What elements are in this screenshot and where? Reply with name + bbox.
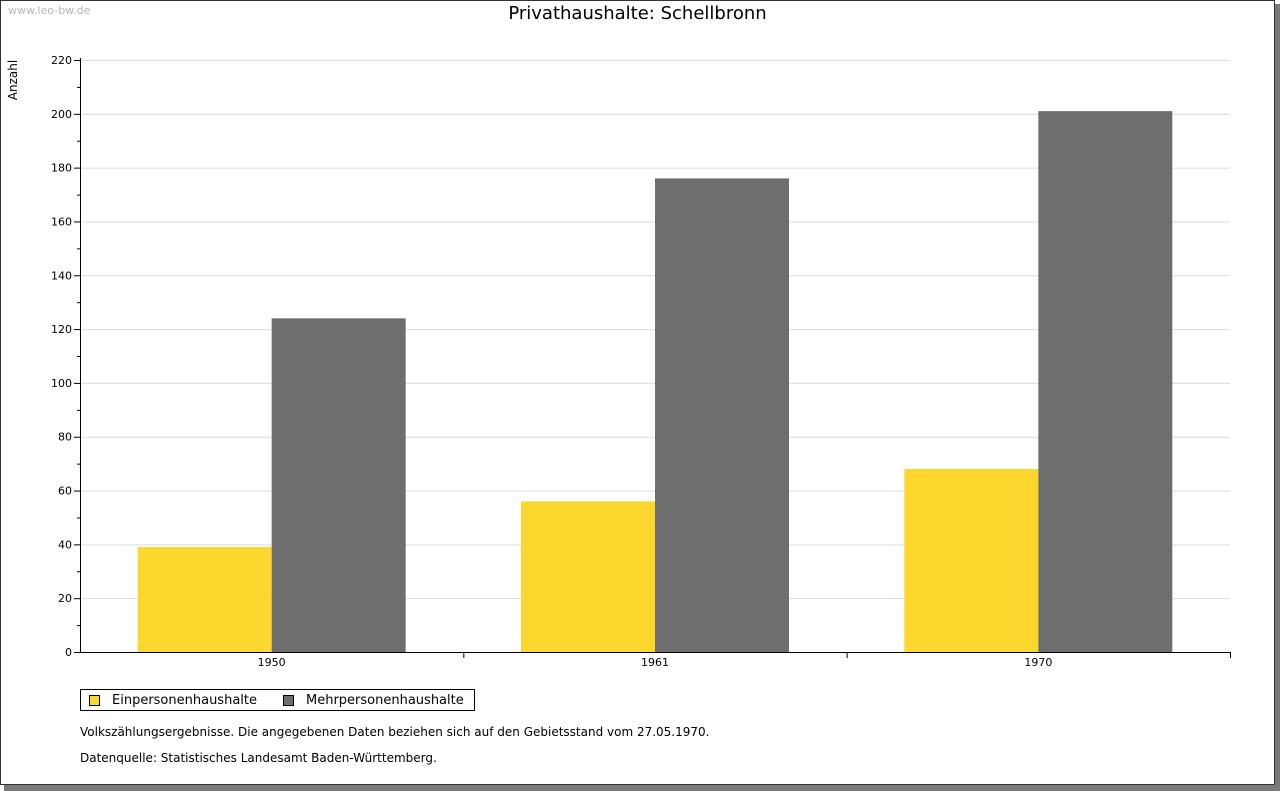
bar bbox=[655, 178, 789, 652]
y-tick-label: 140 bbox=[51, 269, 72, 282]
chart-title: Privathaushalte: Schellbronn bbox=[508, 3, 767, 24]
x-tick-label: 1950 bbox=[258, 656, 286, 669]
footnote-census: Volkszählungsergebnisse. Die angegebenen… bbox=[80, 725, 710, 739]
y-tick-label: 40 bbox=[58, 538, 72, 551]
legend-swatch-einpersonen bbox=[89, 694, 100, 706]
frame-shadow-right bbox=[1275, 4, 1280, 791]
y-axis-label: Anzahl bbox=[6, 60, 20, 100]
frame-shadow-bottom bbox=[4, 785, 1280, 791]
legend-item-mehrpersonen: Mehrpersonenhaushalte bbox=[283, 693, 464, 708]
y-tick-label: 180 bbox=[51, 162, 72, 175]
y-tick-label: 200 bbox=[51, 108, 72, 121]
legend-label-einpersonen: Einpersonenhaushalte bbox=[112, 692, 257, 708]
watermark: www.leo-bw.de bbox=[8, 4, 91, 17]
y-tick-label: 160 bbox=[51, 215, 72, 228]
legend-item-einpersonen: Einpersonenhaushalte bbox=[89, 693, 257, 708]
y-tick-label: 220 bbox=[51, 54, 72, 67]
y-tick-label: 120 bbox=[51, 323, 72, 336]
bar bbox=[137, 547, 272, 652]
bar bbox=[1038, 111, 1173, 653]
x-tick-label: 1961 bbox=[641, 656, 669, 669]
bar bbox=[521, 501, 655, 652]
legend: Einpersonenhaushalte Mehrpersonenhaushal… bbox=[80, 689, 475, 711]
y-tick-label: 100 bbox=[51, 377, 72, 390]
y-tick-label: 80 bbox=[58, 431, 72, 444]
bar bbox=[271, 318, 406, 652]
y-tick-label: 20 bbox=[58, 592, 72, 605]
x-tick-label: 1970 bbox=[1024, 656, 1052, 669]
footnote-source: Datenquelle: Statistisches Landesamt Bad… bbox=[80, 751, 437, 765]
y-tick-label: 0 bbox=[65, 646, 72, 659]
bar bbox=[904, 469, 1039, 652]
y-tick-label: 60 bbox=[58, 485, 72, 498]
legend-label-mehrpersonen: Mehrpersonenhaushalte bbox=[306, 692, 464, 708]
legend-swatch-mehrpersonen bbox=[283, 694, 294, 706]
